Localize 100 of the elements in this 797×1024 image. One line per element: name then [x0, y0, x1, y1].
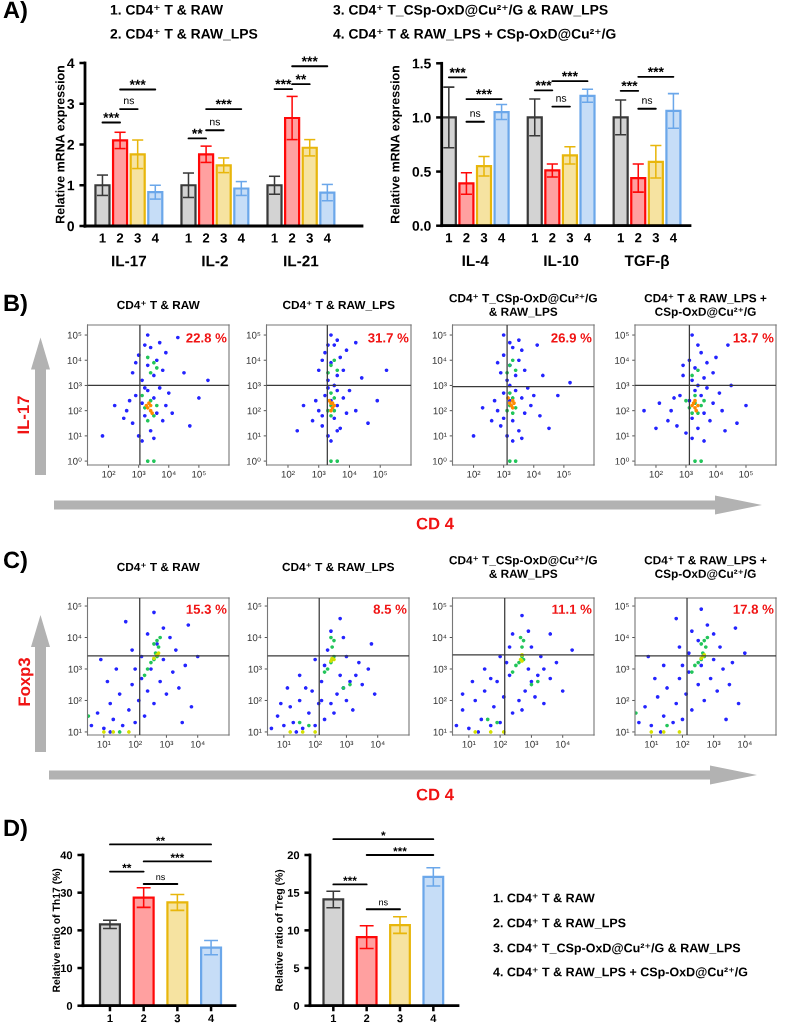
y-tick-label: 40 — [60, 851, 73, 860]
y-tick-label: 10² — [433, 697, 447, 705]
y-tick-label: 10² — [68, 697, 82, 705]
y-tick-label: 10³ — [616, 665, 630, 673]
y-tick-label: 10⁴ — [432, 356, 447, 364]
text: 3 — [566, 232, 574, 243]
y-tick-label: 10⁵ — [615, 602, 629, 610]
x-tick-label: 4 — [208, 1014, 215, 1023]
x-tick-label: 10² — [649, 470, 663, 478]
text: 1. CD4⁺ T & RAW — [110, 4, 224, 15]
text: B) — [4, 293, 27, 316]
series-label: 3 — [134, 233, 141, 243]
text: C) — [3, 550, 27, 574]
category-label: 2 — [202, 233, 210, 243]
text: 1 — [531, 233, 539, 243]
y-axis-title: Relative ratio of Treg (%) — [275, 869, 285, 991]
text: *** — [301, 56, 318, 62]
category-label: 1 — [271, 233, 278, 243]
chart-title: CD4⁺ T_CSp-OxD@Cu²⁺/G & RAW_LPS — [449, 555, 597, 580]
annotation: 31.7 % — [368, 333, 409, 343]
annotation: *** — [535, 80, 552, 86]
annotation: 17.8 % — [733, 604, 774, 614]
x-tick-label: 10⁵ — [557, 470, 571, 478]
annotation: 22.8 % — [186, 333, 227, 343]
y-tick-label: 0.5 — [412, 166, 431, 177]
y-tick-label: 10¹ — [248, 728, 262, 736]
y-tick-label: 10 — [287, 926, 300, 935]
category-label: 1 — [185, 233, 192, 243]
x-tick-label: 10¹ — [645, 740, 659, 748]
x-tick-label: 10² — [281, 470, 295, 478]
y-tick-label: 1.0 — [412, 112, 431, 123]
category-label: 4 — [323, 233, 331, 243]
y-tick-label: 10⁵ — [246, 331, 261, 339]
annotation: *** — [129, 79, 146, 85]
x-tick-label: 10² — [308, 740, 322, 748]
y-tick-label: 10³ — [433, 382, 447, 390]
y-tick-label: 10⁵ — [432, 602, 447, 610]
series-label: 3 — [480, 232, 488, 243]
y-tick-label: 10² — [616, 697, 630, 705]
series-label: 2 — [463, 232, 470, 243]
y-tick-label: 10³ — [68, 382, 82, 390]
annotation: 15.3 % — [186, 604, 227, 614]
x-tick-label: 10³ — [497, 470, 511, 478]
y-tick-label: 20 — [60, 926, 73, 935]
annotation: *** — [103, 112, 120, 118]
text: 3 — [652, 232, 660, 243]
y-tick-label: 10 — [60, 964, 73, 973]
annotation: 26.9 % — [551, 333, 592, 343]
x-tick-label: 2 — [363, 1014, 370, 1023]
annotation: ns — [156, 875, 165, 881]
x-tick-label: 10² — [128, 740, 142, 748]
annotation: ns — [210, 119, 221, 126]
x-tick-label: 10² — [102, 470, 116, 478]
x-tick-label: 10⁵ — [192, 470, 206, 478]
y-tick-label: 10⁵ — [67, 331, 82, 339]
y-tick-label: 10⁴ — [615, 356, 629, 364]
x-tick-label: 10⁵ — [739, 470, 753, 478]
x-tick-label: 10⁴ — [555, 740, 570, 748]
x-tick-label: 10³ — [707, 740, 721, 748]
x-tick-label: 10⁴ — [527, 470, 541, 478]
text: 4. CD4⁺ T & RAW_LPS + CSp-OxD@Cu²⁺/G — [493, 967, 748, 979]
y-tick-label: 10² — [247, 407, 261, 415]
text: * — [381, 831, 386, 836]
y-tick-label: 10³ — [68, 665, 82, 673]
y-tick-label: 10⁴ — [247, 634, 262, 642]
chart-title: CD4⁺ T & RAW_LPS — [282, 300, 395, 311]
y-tick-label: 10⁰ — [246, 457, 261, 465]
annotation: *** — [275, 79, 292, 85]
y-tick-label: 15 — [287, 889, 300, 897]
x-tick-label: 10¹ — [97, 740, 111, 748]
chart-title: CD4⁺ T & RAW_LPS + CSp-OxD@Cu²⁺/G — [644, 556, 767, 581]
x-tick-label: IL-4 — [462, 255, 489, 266]
y-tick-label: 10⁰ — [67, 457, 82, 465]
chart-title: CD4⁺ T & RAW — [117, 300, 200, 310]
x-tick-label: IL-10 — [544, 255, 579, 267]
text: CD 4 — [416, 517, 454, 530]
series-label: 4 — [498, 233, 506, 243]
chart-title: CD4⁺ T & RAW_LPS + CSp-OxD@Cu²⁺/G — [644, 293, 767, 319]
y-tick-label: 10⁵ — [67, 602, 82, 610]
text: 4 — [669, 233, 678, 243]
x-tick-label: 10¹ — [462, 740, 476, 748]
annotation: *** — [215, 99, 232, 105]
y-tick-label: 10³ — [433, 665, 447, 673]
y-tick-label: 10³ — [248, 665, 262, 673]
y-tick-label: 10⁰ — [615, 457, 630, 465]
annotation: ns — [470, 111, 481, 117]
x-tick-label: IL-21 — [284, 255, 319, 267]
y-tick-label: 20 — [287, 851, 300, 860]
category-label: 4 — [237, 233, 245, 243]
x-tick-label: 10⁴ — [370, 740, 385, 748]
text: 2. CD4⁺ T & RAW_LPS — [493, 918, 626, 929]
y-axis-title: Foxp3 — [18, 658, 34, 706]
y-tick-label: 10⁰ — [432, 457, 447, 465]
x-tick-label: IL-2 — [202, 255, 228, 267]
y-tick-label: 10¹ — [616, 432, 630, 440]
y-tick-label: 10² — [433, 407, 447, 415]
x-tick-label: 2 — [140, 1014, 147, 1023]
y-tick-label: 10³ — [616, 382, 630, 390]
x-tick-label: 10⁴ — [738, 740, 752, 748]
annotation: 13.7 % — [733, 333, 774, 343]
